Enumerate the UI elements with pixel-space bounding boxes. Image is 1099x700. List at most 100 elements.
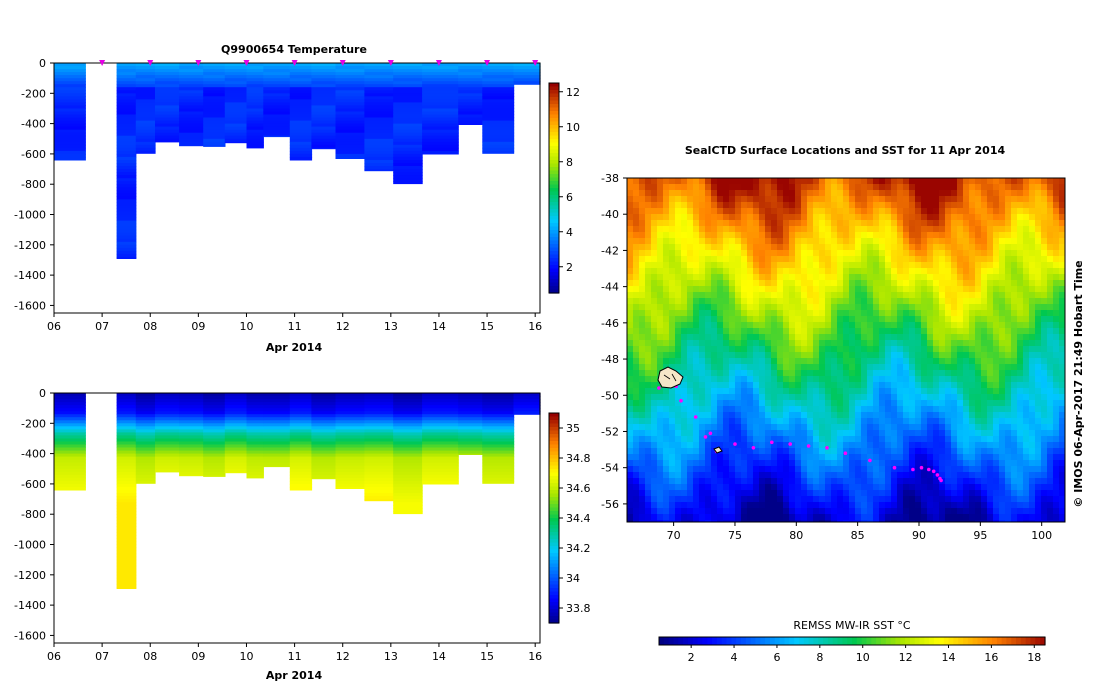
sst-cell	[915, 262, 922, 269]
sst-cell	[765, 292, 772, 299]
sst-cell	[843, 370, 850, 377]
section-cell	[179, 405, 204, 409]
sst-cell	[861, 394, 868, 401]
section-cell	[135, 471, 156, 476]
sst-cell	[855, 358, 862, 365]
sst-cell	[795, 466, 802, 473]
sst-cell	[819, 292, 826, 299]
sst-cell	[705, 376, 712, 383]
sst-cell	[885, 262, 892, 269]
sst-cell	[639, 298, 646, 305]
y-tick-label: -1000	[14, 209, 46, 222]
sst-cell	[825, 406, 832, 413]
sst-cell	[921, 412, 928, 419]
section-cell	[246, 114, 264, 119]
section-cell	[246, 459, 264, 464]
sst-cell	[1035, 280, 1042, 287]
sst-cell	[981, 358, 988, 365]
section-cell	[335, 150, 365, 155]
section-cell	[116, 432, 137, 436]
sst-cell	[663, 250, 670, 257]
sst-cell	[783, 370, 790, 377]
sst-cell	[1005, 178, 1012, 185]
sst-cell	[729, 250, 736, 257]
sst-cell	[825, 298, 832, 305]
sst-cell	[729, 358, 736, 365]
sst-cell	[969, 460, 976, 467]
sst-cell	[1059, 184, 1065, 191]
sst-cell	[837, 292, 844, 299]
sst-cell	[1011, 424, 1018, 431]
sst-cell	[663, 274, 670, 281]
sst-cell	[723, 190, 730, 197]
sst-cell	[801, 250, 808, 257]
sst-cell	[735, 382, 742, 389]
section-cell	[54, 444, 86, 449]
section-cell	[224, 105, 248, 109]
sst-cell	[1017, 286, 1024, 293]
sst-cell	[849, 412, 856, 419]
sst-cell	[1005, 316, 1012, 323]
sst-cell	[1011, 208, 1018, 215]
colorbar-tick-label: 4	[566, 226, 573, 239]
sst-cell	[693, 316, 700, 323]
sst-cell	[771, 394, 778, 401]
sst-cell	[723, 238, 730, 245]
sst-cell	[897, 316, 904, 323]
sst-cell	[993, 292, 1000, 299]
sst-cell	[669, 346, 676, 353]
sst-cell	[1011, 256, 1018, 263]
section-cell	[54, 81, 86, 85]
sst-cell	[873, 268, 880, 275]
section-cell	[54, 138, 86, 143]
sst-cell	[723, 472, 730, 479]
sst-cell	[987, 220, 994, 227]
sst-cell	[825, 448, 832, 455]
sst-cell	[903, 190, 910, 197]
sst-cell	[885, 286, 892, 293]
sst-cell	[849, 178, 856, 185]
sst-cell	[1041, 358, 1048, 365]
sst-cell	[1029, 208, 1036, 215]
temperature-chart-title: Q9900654 Temperature	[221, 43, 367, 56]
section-cell	[482, 420, 515, 424]
section-cell	[364, 166, 394, 170]
sst-cell	[903, 238, 910, 245]
sst-cell	[885, 352, 892, 359]
sst-cell	[813, 334, 820, 341]
sst-cell	[759, 274, 766, 281]
section-cell	[116, 571, 137, 576]
sst-cell	[831, 352, 838, 359]
sst-cell	[795, 472, 802, 479]
sst-cell	[843, 436, 850, 443]
sst-cell	[909, 382, 916, 389]
sst-cell	[927, 316, 934, 323]
section-cell	[289, 120, 313, 125]
colorbar-swatch	[549, 570, 559, 575]
sst-cell	[945, 334, 952, 341]
section-cell	[179, 444, 204, 449]
sst-cell	[795, 322, 802, 329]
sst-cell	[1011, 202, 1018, 209]
sst-cell	[1059, 334, 1065, 341]
section-cell	[155, 432, 180, 436]
sst-cell	[675, 292, 682, 299]
section-cell	[116, 220, 137, 225]
sst-cell	[939, 274, 946, 281]
sst-cell	[651, 388, 658, 395]
section-cell	[289, 429, 313, 433]
sst-cell	[711, 316, 718, 323]
sst-cell	[831, 430, 838, 437]
sst-cell	[885, 388, 892, 395]
sst-cell	[651, 442, 658, 449]
sst-cell	[741, 196, 748, 203]
sst-cell	[879, 328, 886, 335]
sst-cell	[891, 316, 898, 323]
sst-cell	[921, 202, 928, 209]
colorbar-tick-label: 34.6	[566, 482, 591, 495]
sst-cell	[639, 388, 646, 395]
section-cell	[393, 105, 423, 109]
section-cell	[116, 462, 137, 467]
sst-cell	[1005, 376, 1012, 383]
sst-cell	[777, 220, 784, 227]
